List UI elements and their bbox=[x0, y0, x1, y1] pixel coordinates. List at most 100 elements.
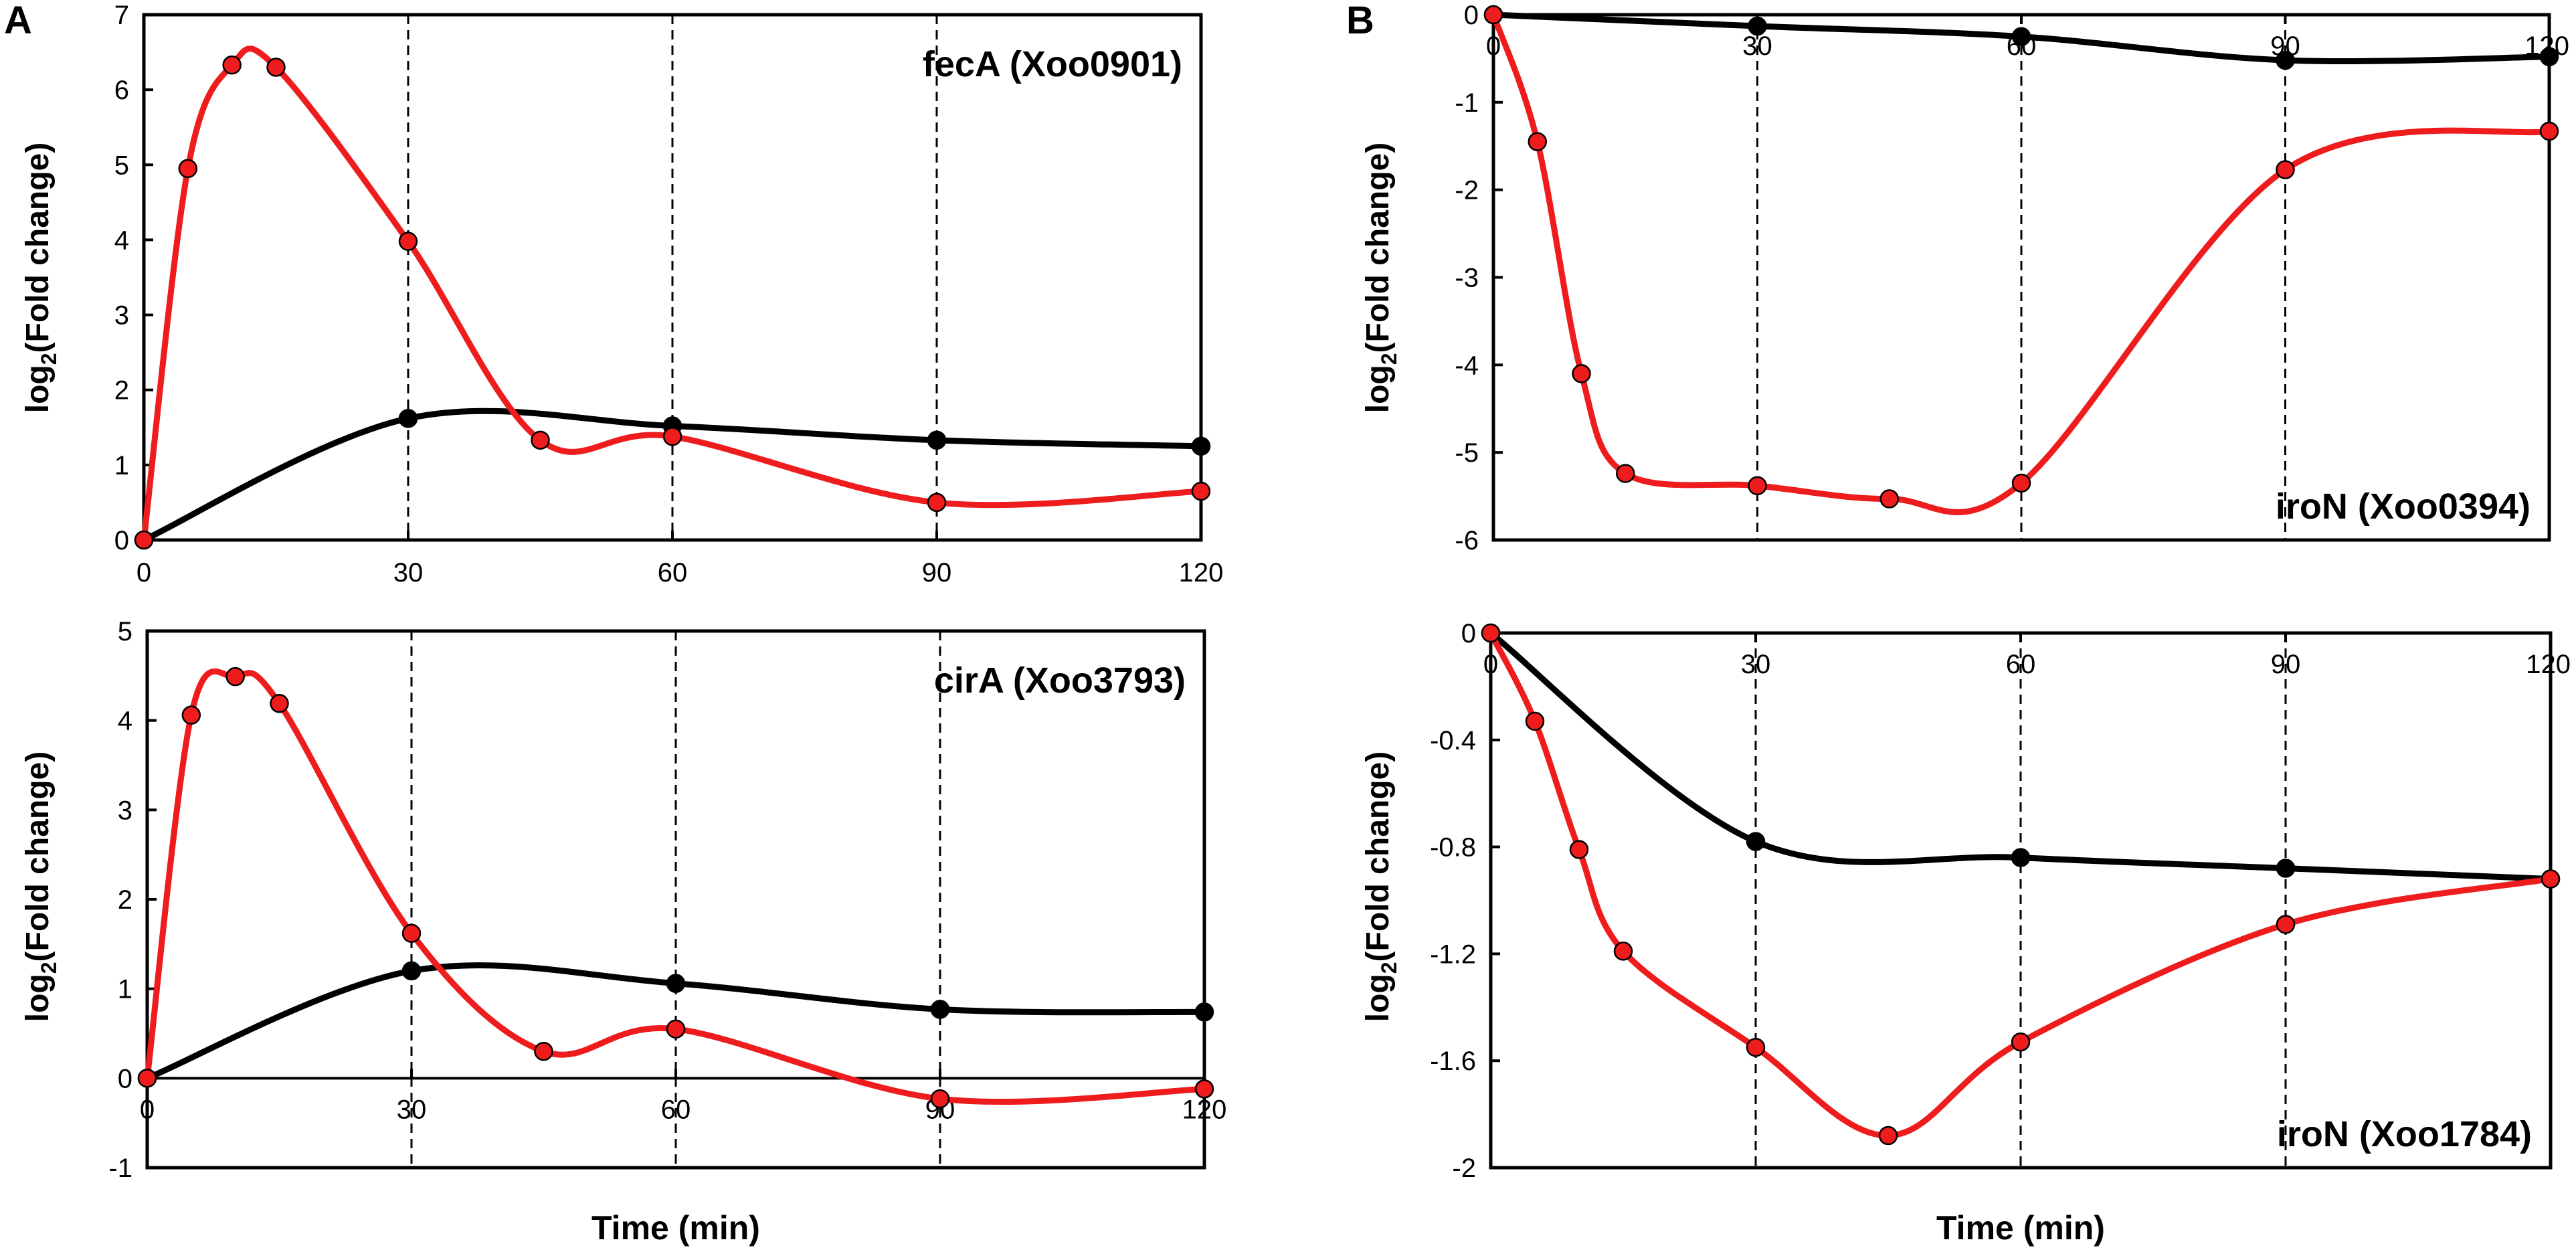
y-tick-label: -0.8 bbox=[1430, 833, 1476, 863]
data-point-black bbox=[1194, 1002, 1214, 1022]
data-point-black bbox=[2276, 50, 2295, 70]
x-tick-label: 60 bbox=[2006, 650, 2036, 679]
data-point-black bbox=[2539, 47, 2559, 67]
data-point-red bbox=[137, 1069, 157, 1088]
data-point-red bbox=[134, 530, 154, 550]
x-tick-label: 90 bbox=[2271, 650, 2301, 679]
y-tick-label: 7 bbox=[114, 1, 129, 30]
y-tick-label: 1 bbox=[114, 451, 129, 480]
data-point-red bbox=[1878, 1126, 1898, 1146]
x-tick-label: 120 bbox=[2526, 650, 2571, 679]
data-point-red bbox=[225, 666, 245, 687]
data-point-red bbox=[666, 1019, 686, 1039]
chart-title: iroN (Xoo1784) bbox=[2277, 1114, 2532, 1154]
x-axis-label: Time (min) bbox=[1936, 1209, 2105, 1247]
y-axis-label: log2(Fold change) bbox=[20, 751, 61, 1022]
x-tick-label: 0 bbox=[1486, 31, 1501, 61]
chart-title: iroN (Xoo0394) bbox=[2276, 486, 2531, 527]
y-tick-label: -1 bbox=[1455, 88, 1479, 118]
data-point-red bbox=[1525, 711, 1545, 731]
y-tick-label: 0 bbox=[114, 526, 129, 555]
y-tick-label: 2 bbox=[118, 885, 132, 915]
y-tick-label: 5 bbox=[114, 151, 129, 180]
y-tick-label: 0 bbox=[1461, 619, 1476, 648]
data-point-red bbox=[1746, 1037, 1766, 1057]
data-point-red bbox=[927, 492, 947, 513]
series-line-red bbox=[1487, 631, 2551, 1139]
y-tick-label: -2 bbox=[1455, 176, 1479, 205]
panel-label-b: B bbox=[1346, 0, 1374, 42]
data-point-red bbox=[398, 232, 418, 251]
x-axis-label: Time (min) bbox=[591, 1209, 760, 1247]
chart-iron-xoo1784: -2 -1.6 -1.2 -0.8 -0.4 00 30 60 90 120 log2(Fold c… bbox=[1360, 619, 2571, 1247]
data-point-red bbox=[1572, 364, 1591, 383]
data-point-red bbox=[270, 694, 289, 713]
data-point-black bbox=[2011, 27, 2031, 46]
y-tick-label: 0 bbox=[1464, 1, 1479, 30]
x-tick-label: 30 bbox=[393, 558, 424, 588]
y-tick-label: -1 bbox=[108, 1154, 132, 1183]
x-tick-label: 0 bbox=[1483, 650, 1498, 679]
data-point-black bbox=[1191, 436, 1211, 456]
data-point-red bbox=[1481, 623, 1501, 643]
data-point-red bbox=[181, 705, 201, 725]
data-point-red bbox=[534, 1041, 553, 1061]
data-point-red bbox=[930, 1089, 950, 1109]
chart-title: cirA (Xoo3793) bbox=[934, 660, 1186, 701]
x-tick-label: 60 bbox=[661, 1095, 691, 1124]
series-line-black bbox=[1489, 630, 2551, 883]
data-point-red bbox=[1191, 481, 1211, 501]
y-tick-label: -6 bbox=[1455, 526, 1479, 555]
x-tick-label: 120 bbox=[1179, 558, 1224, 588]
data-point-red bbox=[1528, 132, 1547, 151]
data-point-red bbox=[1748, 476, 1767, 496]
data-point-black bbox=[927, 430, 947, 450]
y-axis-label: log2(Fold change) bbox=[20, 143, 61, 413]
data-point-red bbox=[531, 430, 550, 450]
x-tick-label: 0 bbox=[140, 1095, 155, 1124]
data-point-red bbox=[2276, 160, 2295, 179]
y-axis-label: log2(Fold change) bbox=[1360, 143, 1401, 413]
chart-title: fecA (Xoo0901) bbox=[923, 44, 1182, 84]
data-point-red bbox=[1569, 840, 1589, 859]
x-tick-label: 60 bbox=[658, 558, 688, 588]
data-point-black bbox=[398, 409, 418, 428]
data-point-red bbox=[1483, 5, 1503, 25]
data-point-black bbox=[1746, 832, 1766, 851]
data-point-red bbox=[1879, 489, 1899, 509]
y-tick-label: 2 bbox=[114, 376, 129, 406]
data-point-red bbox=[2011, 1032, 2031, 1052]
data-point-red bbox=[222, 55, 242, 75]
y-tick-label: -1.2 bbox=[1430, 939, 1476, 969]
y-tick-label: 3 bbox=[114, 301, 129, 331]
data-point-red bbox=[1616, 464, 1635, 483]
data-point-red bbox=[178, 159, 198, 179]
y-tick-label: 4 bbox=[114, 226, 129, 255]
y-tick-label: 3 bbox=[118, 796, 132, 825]
data-point-red bbox=[266, 58, 286, 77]
y-tick-label: 4 bbox=[118, 707, 132, 736]
data-point-black bbox=[2276, 859, 2296, 878]
x-tick-label: 30 bbox=[397, 1095, 427, 1124]
data-point-red bbox=[662, 426, 682, 446]
y-tick-label: -5 bbox=[1455, 438, 1479, 468]
y-tick-label: -0.4 bbox=[1430, 726, 1476, 755]
y-tick-label: -2 bbox=[1452, 1154, 1476, 1183]
data-point-red bbox=[2276, 915, 2296, 934]
data-point-red bbox=[2541, 869, 2561, 889]
data-point-red bbox=[2011, 473, 2031, 493]
panel-label-a: A bbox=[4, 0, 32, 42]
data-point-red bbox=[1613, 941, 1633, 961]
y-tick-label: 0 bbox=[118, 1064, 132, 1093]
y-tick-label: 1 bbox=[118, 975, 132, 1004]
y-tick-label: -3 bbox=[1455, 264, 1479, 293]
data-point-red bbox=[401, 923, 422, 944]
data-point-black bbox=[401, 961, 422, 981]
x-tick-label: 0 bbox=[136, 558, 151, 588]
data-point-black bbox=[930, 1000, 950, 1019]
x-tick-label: 90 bbox=[922, 558, 952, 588]
x-tick-label: 30 bbox=[1742, 31, 1772, 61]
